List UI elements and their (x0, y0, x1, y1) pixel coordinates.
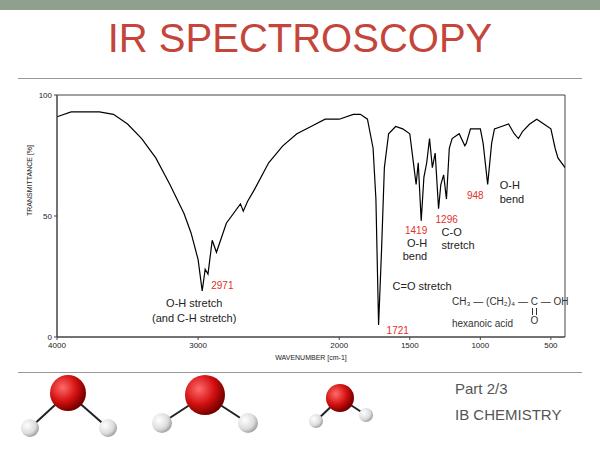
svg-text:stretch: stretch (442, 239, 475, 251)
svg-text:bend: bend (500, 193, 524, 205)
html-text:IB CHEMISTRY: IB CHEMISTRY (455, 406, 562, 423)
html-text:IR SPECTROSCOPY: IR SPECTROSCOPY (107, 16, 493, 60)
svg-text:948: 948 (467, 190, 484, 201)
svg-text:(and C-H stretch): (and C-H stretch) (152, 312, 236, 324)
svg-text:1000: 1000 (471, 341, 489, 350)
svg-text:C-O: C-O (442, 226, 463, 238)
svg-text:50: 50 (43, 212, 52, 221)
svg-text:500: 500 (544, 341, 558, 350)
svg-text:C=O stretch: C=O stretch (393, 280, 452, 292)
svg-text:O-H: O-H (500, 179, 520, 191)
html-text:hexanoic acid: hexanoic acid (452, 318, 514, 329)
svg-text:1500: 1500 (401, 341, 419, 350)
html-text:— OH: — OH (537, 296, 569, 307)
svg-text:O-H stretch: O-H stretch (166, 297, 222, 309)
html-text:Part 2/3: Part 2/3 (455, 380, 508, 397)
html-text:CH₃ — (CH₂)₄ — C: CH₃ — (CH₂)₄ — C (452, 296, 538, 307)
svg-text:3000: 3000 (189, 341, 207, 350)
svg-text:WAVENUMBER [cm-1]: WAVENUMBER [cm-1] (275, 354, 347, 362)
svg-text:2000: 2000 (330, 341, 348, 350)
svg-text:100: 100 (39, 91, 53, 100)
svg-text:bend: bend (403, 250, 427, 262)
html-text:O: O (530, 315, 539, 326)
svg-text:1721: 1721 (387, 325, 410, 336)
svg-text:1296: 1296 (436, 214, 459, 225)
svg-text:2971: 2971 (211, 280, 234, 291)
svg-text:1419: 1419 (405, 225, 428, 236)
svg-text:4000: 4000 (48, 341, 66, 350)
svg-text:O-H: O-H (407, 237, 427, 249)
svg-text:TRANSMITTANCE [%]: TRANSMITTANCE [%] (26, 145, 34, 216)
svg-text:0: 0 (48, 333, 53, 342)
